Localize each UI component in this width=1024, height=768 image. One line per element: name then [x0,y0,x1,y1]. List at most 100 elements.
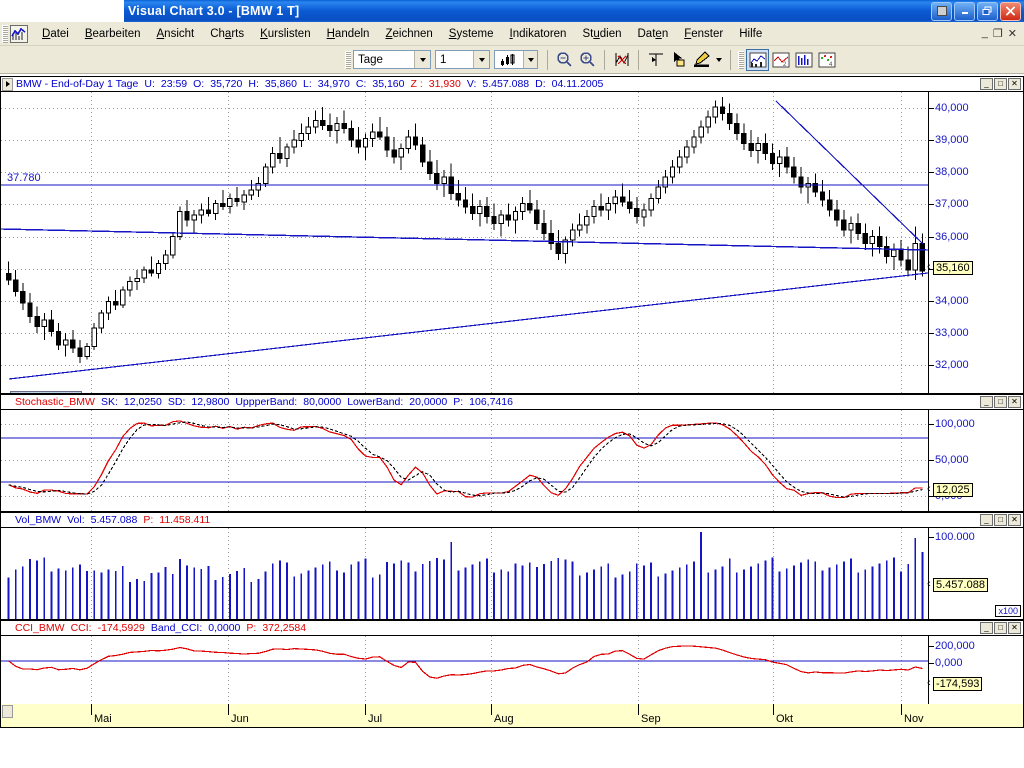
stochastic-panel-close-button[interactable]: ✕ [1008,396,1021,408]
window-maximize-button[interactable] [977,1,998,21]
zoom-out-icon[interactable] [553,49,576,71]
panel-expand-icon[interactable] [2,77,13,91]
price-panel-maximize-button[interactable]: □ [994,78,1007,90]
menu-item-hilfe[interactable]: Hilfe [739,27,763,40]
stochastic-y-axis: 100,000 50,000 0,000 12,025 [927,410,1023,511]
period-combo-chevron-down-icon[interactable] [414,51,430,68]
cci-band-label: Band_CCI: [150,622,203,634]
stochastic-sd-value: 12,9800 [191,396,230,408]
cursor-note-icon[interactable] [667,49,690,71]
cci-panel-maximize-button[interactable]: □ [994,622,1007,634]
cci-panel-close-button[interactable]: ✕ [1008,622,1021,634]
chart-layout-1-icon[interactable] [746,48,769,71]
menu-item-handeln[interactable]: Handeln [326,27,370,40]
stochastic-sk-label: SK: [100,396,118,408]
svg-text:2: 2 [783,62,787,68]
price-field-h-label: H: [248,78,259,90]
menu-item-charts[interactable]: Charts [210,27,245,40]
volume-ytick-0: 100.000 [929,531,975,543]
status-bar [0,744,1024,768]
cci-cci-label: CCI: [70,622,92,634]
window-restore-button[interactable] [931,1,952,21]
menu-item-daten[interactable]: Daten [637,27,669,40]
price-field-o-label: O: [193,78,205,90]
stochastic-lowerband-value: 20,0000 [409,396,448,408]
descending-support-line [1,228,929,251]
price-ytick-8: 32,000 [929,359,969,371]
cci-plot-area[interactable]: 200,000 0,000 -174,593 [1,636,1023,704]
mdi-close-button[interactable]: ✕ [1007,28,1017,40]
volume-vol-label: Vol: [67,514,85,526]
price-y-axis: 40,000 39,000 38,000 37,000 36,000 35,00… [927,92,1023,393]
menu-bar: Datei Bearbeiten Ansicht Charts Kurslist… [0,22,1024,46]
menu-item-ansicht[interactable]: Ansicht [156,27,195,40]
mdi-restore-button[interactable]: ❐ [992,28,1003,40]
cci-value-line [8,645,923,679]
price-field-c-value: 35,160 [372,78,405,90]
menu-item-indikatoren[interactable]: Indikatoren [509,27,567,40]
zoom-in-icon[interactable] [576,49,599,71]
stochastic-plot-area[interactable]: 100,000 50,000 0,000 12,025 [1,410,1023,511]
cci-panel-minimize-button[interactable]: _ [980,622,993,634]
crosshair-delete-icon[interactable] [610,49,633,71]
menu-item-fenster[interactable]: Fenster [684,27,724,40]
price-plot-area[interactable]: 37.780 Ohne Orders 40,000 39,000 38,000 … [1,92,1023,393]
volume-panel-maximize-button[interactable]: □ [994,514,1007,526]
period-combo[interactable]: Tage [353,50,431,69]
stochastic-upperband-value: 80,0000 [303,396,342,408]
menu-item-zeichnen[interactable]: Zeichnen [385,27,433,40]
volume-title: Vol_BMW [15,514,62,526]
volume-panel-minimize-button[interactable]: _ [980,514,993,526]
stochastic-panel-maximize-button[interactable]: □ [994,396,1007,408]
time-label-mai: Mai [94,713,112,725]
layout-toolbar-grip[interactable] [738,50,744,69]
crosshair-tool-icon[interactable] [644,49,667,71]
chart-app-icon[interactable] [10,24,28,43]
chart-layout-2-icon[interactable]: 2 [769,49,792,71]
highlighter-icon[interactable] [690,49,713,71]
price-ytick-0: 40,000 [929,102,969,114]
window-close-button[interactable] [1000,1,1021,21]
menu-item-systeme[interactable]: Systeme [448,27,494,40]
price-field-h-value: 35,860 [264,78,297,90]
window-minimize-button[interactable] [954,1,975,21]
menubar-grip[interactable] [2,24,8,43]
menu-item-kurslisten[interactable]: Kurslisten [260,27,311,40]
time-label-jun: Jun [231,713,249,725]
stochastic-sk-line [8,420,923,499]
price-panel-close-button[interactable]: ✕ [1008,78,1021,90]
stochastic-sd-line [8,421,923,498]
stochastic-sk-value: 12,0250 [123,396,162,408]
chart-layout-4-icon[interactable]: 4 [815,49,838,71]
svg-text:4: 4 [829,62,833,68]
toolbar-grip[interactable] [345,50,351,69]
charttype-combo-chevron-down-icon[interactable] [523,51,537,68]
cci-p-value: 372,2584 [262,622,307,634]
charttype-combo[interactable] [494,50,538,69]
menu-item-bearbeiten[interactable]: Bearbeiten [84,27,141,40]
interval-combo[interactable]: 1 [435,50,490,69]
price-panel-minimize-button[interactable]: _ [980,78,993,90]
volume-plot-area[interactable]: 100.000 5.457.088 x100 [1,528,1023,619]
menu-item-studien[interactable]: Studien [582,27,622,40]
price-field-c-label: C: [355,78,367,90]
orders-status-label[interactable]: Ohne Orders [10,391,82,393]
price-candlestick-series [1,97,929,380]
interval-combo-chevron-down-icon[interactable] [473,51,489,68]
time-axis-expand-icon[interactable] [2,705,13,718]
mdi-minimize-button[interactable]: _ [981,27,988,39]
time-axis[interactable]: Mai Jun Jul Aug Sep Okt Nov [0,704,1024,728]
window-title: Visual Chart 3.0 - [BMW 1 T] [128,4,300,18]
volume-scale-note: x100 [995,605,1021,617]
cci-band-value: 0,0000 [208,622,241,634]
highlighter-chevron-down-icon[interactable] [713,49,725,71]
stochastic-lowerband-label: LowerBand: [347,396,404,408]
menu-item-datei[interactable]: Datei [42,27,69,40]
volume-p-value: 11.458.411 [159,514,211,526]
stochastic-panel-minimize-button[interactable]: _ [980,396,993,408]
chart-layout-3-icon[interactable] [792,49,815,71]
price-field-v-label: V: [466,78,477,90]
volume-panel-close-button[interactable]: ✕ [1008,514,1021,526]
time-label-jul: Jul [368,713,383,725]
